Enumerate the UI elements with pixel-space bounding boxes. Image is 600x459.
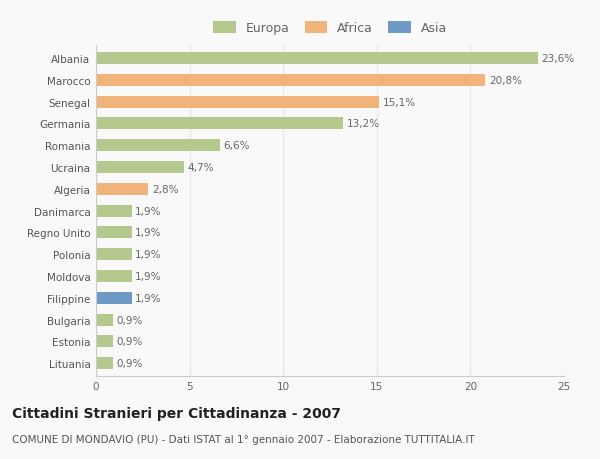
Bar <box>96 249 131 261</box>
Legend: Europa, Africa, Asia: Europa, Africa, Asia <box>211 19 449 38</box>
Bar <box>96 292 131 304</box>
Text: 20,8%: 20,8% <box>489 76 522 86</box>
Text: 13,2%: 13,2% <box>347 119 380 129</box>
Text: Cittadini Stranieri per Cittadinanza - 2007: Cittadini Stranieri per Cittadinanza - 2… <box>12 406 341 420</box>
Bar <box>96 358 113 369</box>
Text: 6,6%: 6,6% <box>223 141 250 151</box>
Bar <box>96 162 184 174</box>
Text: 1,9%: 1,9% <box>136 250 162 260</box>
Text: 0,9%: 0,9% <box>116 315 143 325</box>
Text: 0,9%: 0,9% <box>116 358 143 368</box>
Bar <box>96 314 113 326</box>
Text: 1,9%: 1,9% <box>136 206 162 216</box>
Bar <box>96 205 131 217</box>
Text: 2,8%: 2,8% <box>152 185 179 195</box>
Bar <box>96 53 538 65</box>
Bar <box>96 184 148 196</box>
Bar <box>96 118 343 130</box>
Text: 0,9%: 0,9% <box>116 336 143 347</box>
Bar <box>96 140 220 152</box>
Bar <box>96 96 379 108</box>
Text: 15,1%: 15,1% <box>382 97 416 107</box>
Bar <box>96 75 485 87</box>
Text: 23,6%: 23,6% <box>542 54 575 64</box>
Text: 1,9%: 1,9% <box>136 293 162 303</box>
Bar <box>96 227 131 239</box>
Bar <box>96 270 131 282</box>
Text: 4,7%: 4,7% <box>188 162 214 173</box>
Text: COMUNE DI MONDAVIO (PU) - Dati ISTAT al 1° gennaio 2007 - Elaborazione TUTTITALI: COMUNE DI MONDAVIO (PU) - Dati ISTAT al … <box>12 434 475 444</box>
Text: 1,9%: 1,9% <box>136 271 162 281</box>
Text: 1,9%: 1,9% <box>136 228 162 238</box>
Bar <box>96 336 113 347</box>
